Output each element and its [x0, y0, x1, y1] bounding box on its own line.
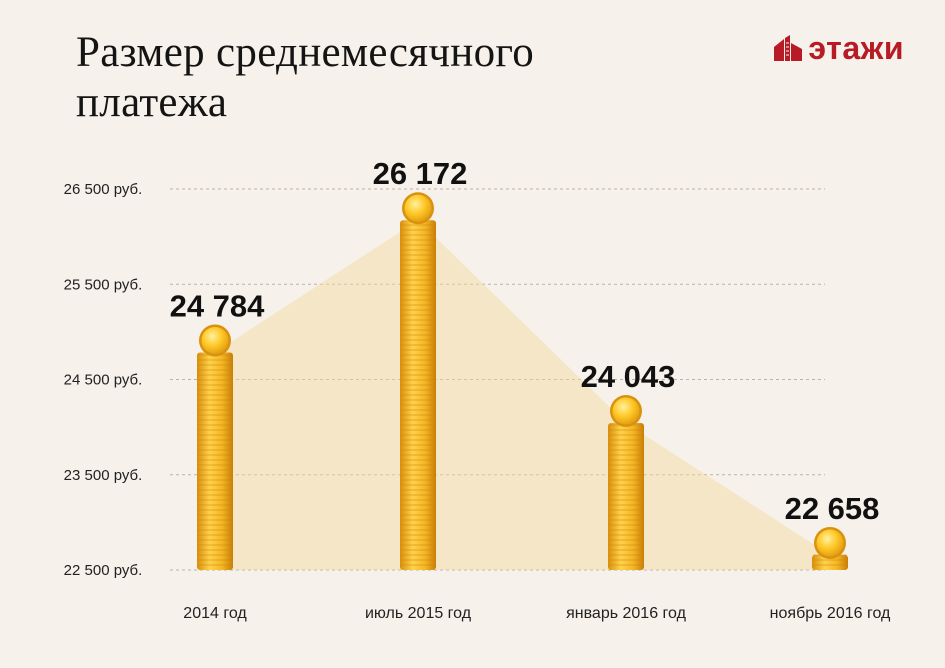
grid-layer: [170, 188, 825, 571]
x-category-label: июль 2015 год: [365, 605, 472, 622]
title-line-1: Размер среднемесячного: [76, 29, 535, 76]
coin-face: [201, 326, 229, 354]
bar: [197, 324, 233, 570]
data-label: 22 658: [785, 491, 880, 526]
brand-logo: этажи: [774, 32, 904, 64]
trend-area-shape: [215, 220, 830, 570]
data-label: 24 043: [581, 359, 676, 394]
y-tick-label: 24 500 руб.: [64, 372, 143, 389]
bar: [608, 395, 644, 570]
chart-title: Размер среднемесячного платежа: [76, 28, 676, 128]
y-tick-label: 25 500 руб.: [64, 276, 143, 293]
x-category-label: январь 2016 год: [566, 605, 686, 622]
data-label: 24 784: [170, 288, 266, 323]
building-icon: [774, 35, 803, 61]
coin-stack: [197, 352, 233, 570]
logo-text: этажи: [808, 30, 904, 66]
y-tick-label: 26 500 руб.: [64, 181, 143, 198]
x-category-label: ноябрь 2016 год: [770, 605, 891, 622]
x-category-label: 2014 год: [183, 605, 247, 622]
data-label: 26 172: [373, 156, 468, 191]
y-tick-label: 22 500 руб.: [64, 562, 143, 579]
bars: [197, 192, 848, 570]
y-tick-label: 23 500 руб.: [64, 467, 143, 484]
coin-stack: [812, 554, 848, 570]
labels: 26 500 руб. 25 500 руб. 24 500 руб. 23 500 …: [64, 156, 891, 622]
trend-area: [215, 220, 830, 570]
coin-face: [612, 397, 640, 425]
coin-face: [404, 194, 432, 222]
title-line-2: платежа: [76, 79, 228, 126]
bar: [400, 192, 436, 570]
bar: [812, 526, 848, 570]
coin-face: [816, 529, 844, 557]
